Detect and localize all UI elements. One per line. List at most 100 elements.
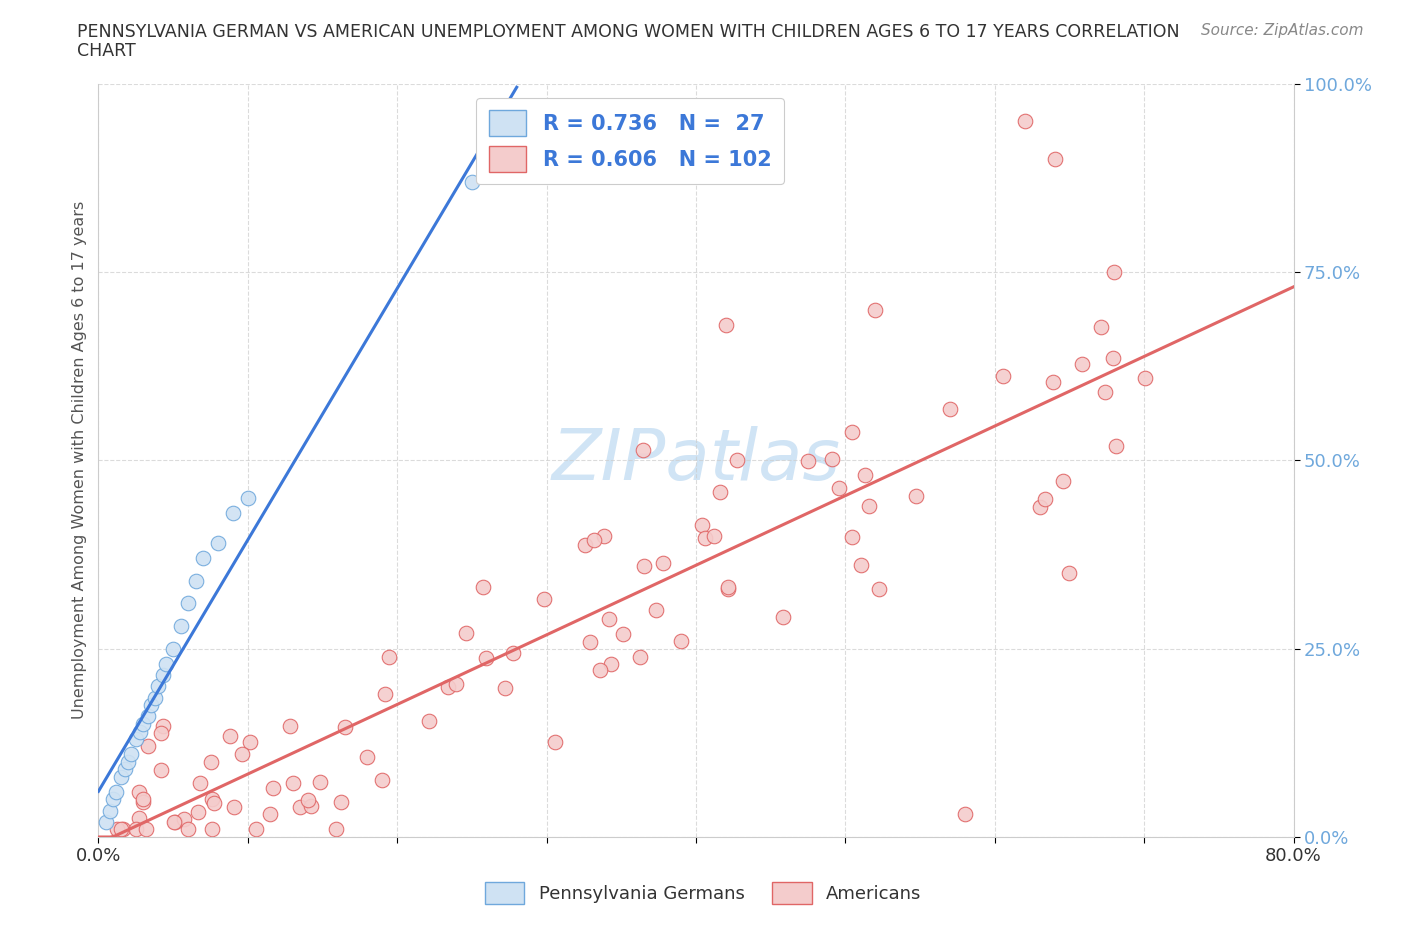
Point [446,677,468,692]
Point [849,558,872,573]
Point [589,663,612,678]
Point [371,773,394,788]
Point [717,579,740,594]
Point [136,738,159,753]
Point [1094,384,1116,399]
Point [128,811,150,826]
Point [592,528,614,543]
Point [378,649,401,664]
Point [117,754,139,769]
Point [231,747,253,762]
Point [110,822,132,837]
Point [703,528,725,543]
Point [245,822,267,837]
Point [222,800,245,815]
Point [184,574,207,589]
Point [132,717,155,732]
Point [841,424,863,439]
Legend: R = 0.736   N =  27, R = 0.606   N = 102: R = 0.736 N = 27, R = 0.606 N = 102 [477,98,785,184]
Point [288,800,311,815]
Point [858,498,880,513]
Point [772,610,794,625]
Point [152,719,174,734]
Point [297,792,319,807]
Point [120,747,142,762]
Legend: Pennsylvania Germans, Americans: Pennsylvania Germans, Americans [478,875,928,911]
Point [325,822,347,837]
Point [110,769,132,784]
Point [475,650,498,665]
Point [128,784,150,799]
Point [259,807,281,822]
Point [579,634,602,649]
Point [177,822,200,837]
Point [939,401,962,416]
Point [437,680,460,695]
Point [162,642,184,657]
Point [796,454,818,469]
Point [633,559,655,574]
Point [865,302,887,317]
Point [583,533,606,548]
Point [612,626,634,641]
Point [1135,370,1157,385]
Point [991,368,1014,383]
Point [472,580,495,595]
Point [725,453,748,468]
Point [533,592,555,607]
Point [695,530,717,545]
Point [201,822,224,837]
Point [94,815,117,830]
Point [1043,152,1066,166]
Point [177,596,200,611]
Text: CHART: CHART [77,42,136,60]
Point [148,679,170,694]
Point [163,815,186,830]
Point [191,551,214,565]
Y-axis label: Unemployment Among Women with Children Ages 6 to 17 years: Unemployment Among Women with Children A… [72,201,87,720]
Point [1104,264,1126,279]
Point [111,822,134,837]
Point [1059,565,1081,580]
Point [187,804,209,819]
Point [201,792,224,807]
Point [169,618,191,633]
Point [125,822,148,837]
Point [200,754,222,769]
Point [105,784,128,799]
Point [692,518,714,533]
Point [239,735,262,750]
Point [152,668,174,683]
Text: ZIPatlas: ZIPatlas [551,426,841,495]
Point [330,795,353,810]
Point [1014,114,1036,129]
Point [418,714,440,729]
Point [461,174,484,189]
Point [841,530,863,545]
Point [1042,374,1064,389]
Point [669,633,692,648]
Point [139,698,162,712]
Point [628,649,651,664]
Point [1029,499,1052,514]
Point [374,686,396,701]
Point [173,811,195,826]
Point [150,725,173,740]
Point [494,681,516,696]
Point [222,506,245,521]
Point [103,792,125,807]
Point [1102,351,1125,365]
Point [132,795,155,810]
Point [333,719,356,734]
Point [544,735,567,750]
Point [599,657,621,671]
Point [1090,320,1112,335]
Point [125,732,148,747]
Point [162,815,184,830]
Point [132,791,155,806]
Point [644,603,666,618]
Point [135,822,157,837]
Point [1035,492,1057,507]
Point [454,626,477,641]
Point [207,536,229,551]
